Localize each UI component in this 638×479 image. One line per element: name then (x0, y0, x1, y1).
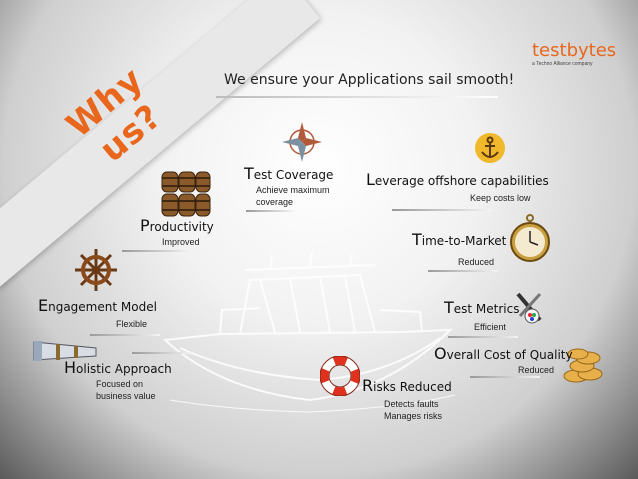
test-metrics-rule (448, 336, 518, 338)
quality-cost-desc: Reduced (518, 365, 555, 375)
test-coverage-rule (246, 210, 294, 212)
pocket-watch-icon (510, 214, 550, 262)
lifebuoy-icon (320, 356, 360, 396)
time-to-market-title: Time-to-Market (412, 230, 507, 249)
holistic-rule (132, 352, 192, 354)
holistic-desc: Focused on business value (96, 379, 156, 401)
headline: We ensure your Applications sail smooth! (224, 72, 515, 88)
quality-cost-title: Overall Cost of Quality (434, 344, 573, 363)
offshore-title: Leverage offshore capabilities (366, 170, 549, 189)
test-coverage-title: Test Coverage (244, 164, 334, 183)
anchor-icon (475, 133, 505, 163)
test-metrics-desc: Efficient (474, 322, 506, 332)
test-metrics-title: Test Metrics (444, 298, 520, 317)
productivity-rule (122, 250, 192, 252)
time-to-market-desc: Reduced (458, 257, 495, 267)
logo-tagline: a Techno Alliance company (532, 61, 593, 67)
telescope-icon (33, 341, 97, 361)
test-coverage-desc: Achieve maximum coverage (256, 185, 330, 207)
barrels-icon (161, 171, 211, 217)
headline-underline (216, 96, 498, 98)
boat-illustration (162, 251, 456, 413)
holistic-title: Holistic Approach (64, 358, 172, 377)
metrics-icon (516, 292, 542, 324)
risks-desc-1: Detects faults (384, 399, 439, 409)
engagement-title: Engagement Model (38, 296, 157, 315)
engagement-desc: Flexible (116, 319, 148, 329)
coins-icon (563, 348, 603, 383)
logo: testbytes a Techno Alliance company (532, 40, 616, 67)
offshore-rule (392, 209, 492, 211)
time-to-market-rule (428, 270, 498, 272)
productivity-desc: Improved (162, 237, 200, 247)
offshore-desc: Keep costs low (470, 193, 531, 203)
productivity-title: Productivity (140, 216, 214, 235)
compass-rose-icon (282, 122, 322, 162)
quality-cost-rule (470, 376, 540, 378)
risks-desc-2: Manages risks (384, 411, 443, 421)
ship-wheel-icon (75, 249, 117, 291)
engagement-rule (90, 334, 160, 336)
logo-name: testbytes (532, 40, 617, 61)
risks-title: Risks Reduced (362, 376, 452, 395)
